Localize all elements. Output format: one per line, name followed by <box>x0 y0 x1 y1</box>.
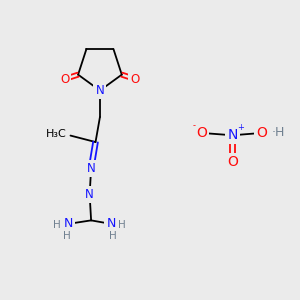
Text: N: N <box>64 218 73 230</box>
Text: O: O <box>256 126 267 140</box>
Text: H: H <box>63 231 70 241</box>
Text: N: N <box>106 218 116 230</box>
Text: N: N <box>87 162 95 175</box>
Text: N: N <box>85 188 94 201</box>
Text: +: + <box>237 122 244 131</box>
Text: -: - <box>192 121 195 130</box>
Text: H: H <box>109 231 116 241</box>
Text: O: O <box>196 126 207 140</box>
Text: O: O <box>227 155 238 170</box>
Text: H: H <box>118 220 125 230</box>
Text: O: O <box>130 73 140 85</box>
Text: H₃C: H₃C <box>46 129 67 139</box>
Text: N: N <box>96 84 104 97</box>
Text: O: O <box>60 73 69 85</box>
Text: N: N <box>227 128 238 142</box>
Text: ·H: ·H <box>272 126 285 140</box>
Text: H: H <box>53 220 61 230</box>
